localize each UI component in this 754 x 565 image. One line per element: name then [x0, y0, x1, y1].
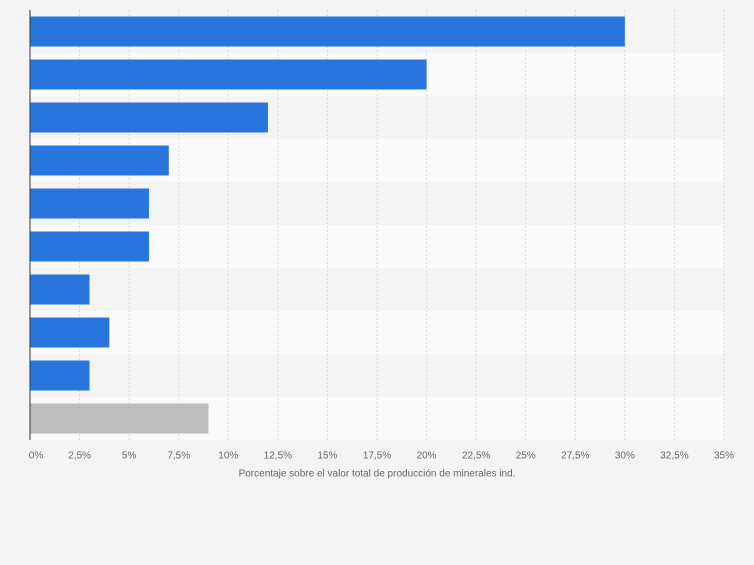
x-tick-label: 20% — [417, 451, 437, 462]
x-tick-label: 35% — [714, 451, 734, 462]
x-tick-label: 27,5% — [561, 451, 589, 462]
bar — [30, 188, 149, 219]
bar — [30, 102, 268, 133]
x-tick-label: 10% — [218, 451, 238, 462]
x-tick-label: 5% — [122, 451, 137, 462]
x-tick-label: 22,5% — [462, 451, 490, 462]
bar — [30, 274, 90, 305]
x-tick-label: 2,5% — [68, 451, 91, 462]
x-tick-label: 17,5% — [363, 451, 391, 462]
bar — [30, 145, 169, 176]
x-tick-label: 0% — [29, 451, 44, 462]
bar — [30, 317, 110, 348]
bar — [30, 231, 149, 262]
bar — [30, 16, 625, 47]
x-tick-label: 32,5% — [660, 451, 688, 462]
bar — [30, 59, 427, 90]
bar — [30, 360, 90, 391]
x-tick-label: 30% — [615, 451, 635, 462]
bar — [30, 403, 209, 434]
x-tick-label: 15% — [317, 451, 337, 462]
x-tick-label: 12,5% — [264, 451, 292, 462]
x-tick-label: 7,5% — [167, 451, 190, 462]
x-axis-label: Porcentaje sobre el valor total de produ… — [239, 469, 516, 480]
x-tick-label: 25% — [516, 451, 536, 462]
